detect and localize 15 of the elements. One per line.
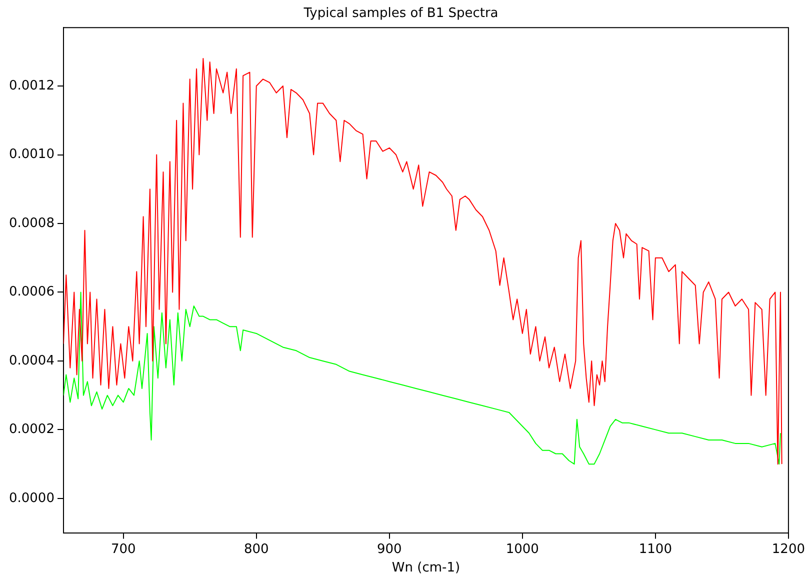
x-tick-label: 700 <box>110 542 136 557</box>
x-tick-label: 1100 <box>638 542 672 557</box>
y-tick-label: 0.0010 <box>8 147 54 162</box>
y-tick-label: 0.0006 <box>8 284 54 300</box>
y-tick-label: 0.0004 <box>8 353 54 368</box>
y-tick-label: 0.0012 <box>8 78 54 94</box>
chart-title: Typical samples of B1 Spectra <box>302 6 498 22</box>
x-tick-label: 800 <box>244 542 269 557</box>
x-tick-label: 900 <box>376 542 402 557</box>
x-tick-label: 1000 <box>506 542 539 557</box>
x-axis-title: Wn (cm-1) <box>392 560 460 576</box>
y-tick-label: 0.0008 <box>8 216 54 231</box>
x-tick-label: 1200 <box>772 542 806 557</box>
y-tick-label: 0.0000 <box>8 490 54 506</box>
y-tick-label: 0.0002 <box>8 422 54 438</box>
